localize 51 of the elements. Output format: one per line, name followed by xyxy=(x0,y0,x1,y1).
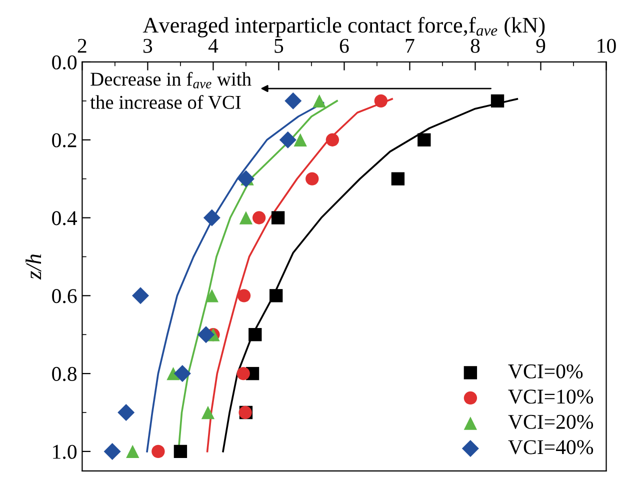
point xyxy=(174,444,188,458)
point xyxy=(198,326,215,344)
point xyxy=(270,289,283,302)
annotation: Decrease in f$_{ave}$ with the increase of VCI xyxy=(90,72,252,110)
point xyxy=(118,404,135,422)
point xyxy=(271,211,285,224)
x-tick-label: 6 xyxy=(340,38,349,53)
legend-label: VCI=0% xyxy=(508,364,583,378)
point xyxy=(391,172,405,186)
y-tick-label: 0.0 xyxy=(52,55,77,70)
point xyxy=(248,328,262,342)
x-tick-label: 2 xyxy=(78,38,86,53)
x-tick-label: 5 xyxy=(274,39,284,53)
point xyxy=(490,94,504,108)
x-tick-label: 9 xyxy=(536,38,546,53)
x-tick-label: 4 xyxy=(208,38,218,53)
point xyxy=(205,289,218,302)
point xyxy=(152,444,165,458)
legend-label: VCI=20% xyxy=(508,414,594,430)
point xyxy=(374,94,388,108)
point xyxy=(237,170,254,188)
point xyxy=(126,444,140,458)
point xyxy=(236,366,250,380)
y-tick-label: 0.4 xyxy=(52,211,78,226)
point xyxy=(132,287,149,304)
point xyxy=(326,133,340,146)
point xyxy=(237,289,251,302)
point xyxy=(312,94,326,108)
point xyxy=(239,211,253,224)
point xyxy=(252,211,266,224)
x-axis-title: Averaged interparticle contact force,f$_{ave}$ (kN) xyxy=(142,16,545,38)
point xyxy=(174,365,191,382)
y-tick-label: 0.6 xyxy=(52,289,77,304)
y-tick-label: 1.0 xyxy=(53,444,77,459)
x-tick-label: 10 xyxy=(598,38,616,53)
legend-label: VCI=10% xyxy=(508,390,594,404)
point xyxy=(294,133,307,146)
y-tick-label: 0.8 xyxy=(52,366,77,382)
point xyxy=(306,172,319,186)
point xyxy=(104,442,121,460)
point xyxy=(284,92,302,110)
point xyxy=(201,406,215,420)
legend-label: VCI=40% xyxy=(508,440,594,454)
y-tick-label: 0.2 xyxy=(52,133,76,148)
point xyxy=(418,133,431,146)
point xyxy=(203,209,220,226)
x-tick-label: 7 xyxy=(406,39,414,53)
y-axis-title: z/h xyxy=(26,254,42,280)
point xyxy=(279,131,296,148)
x-tick-label: 3 xyxy=(143,38,152,53)
x-tick-label: 8 xyxy=(470,38,480,53)
